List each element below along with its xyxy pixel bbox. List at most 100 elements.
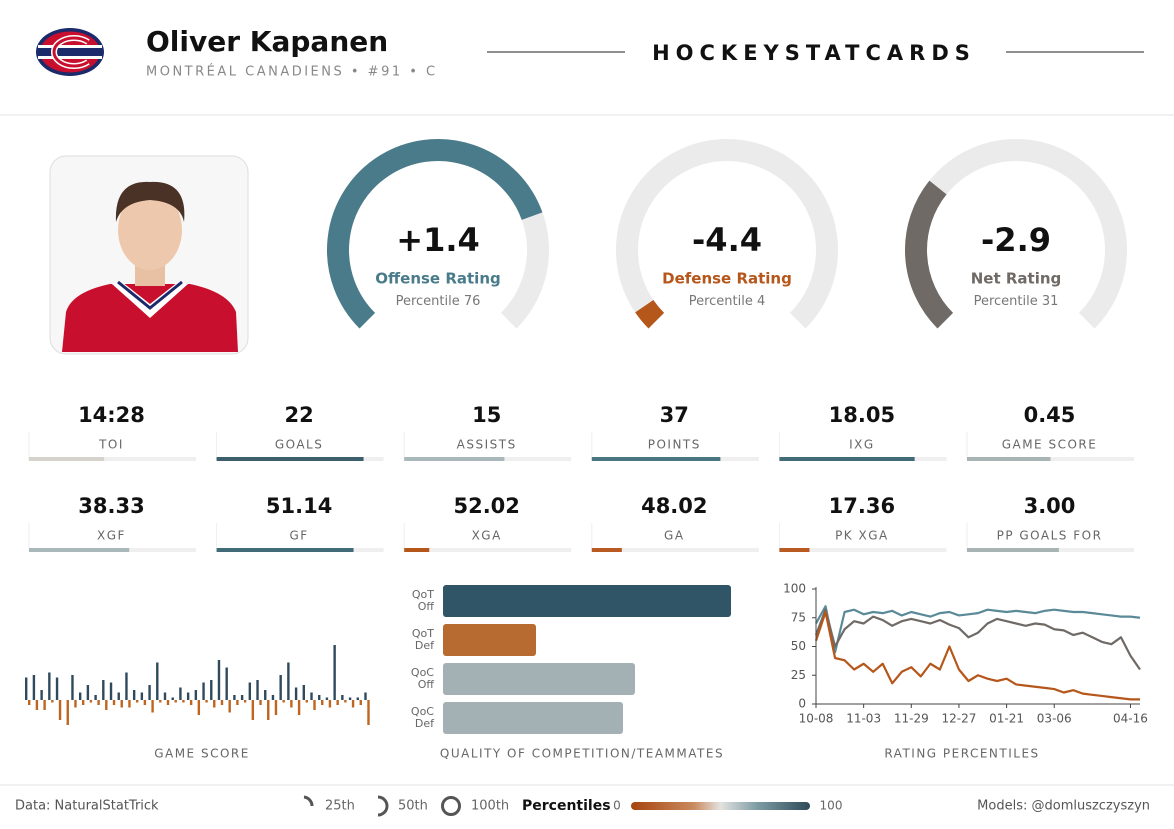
game-score-bar — [102, 680, 105, 700]
quality-label: QoC — [411, 666, 434, 679]
stat-label: IXG — [849, 438, 875, 452]
stat-label: XGA — [472, 529, 502, 543]
stat-value: 22 — [284, 403, 313, 427]
game-score-bar — [248, 682, 252, 700]
stat-label: ASSISTS — [457, 438, 517, 452]
percentile-scale — [631, 802, 810, 810]
game-score-bar — [220, 700, 224, 705]
quality-bar — [443, 663, 635, 695]
game-score-bar — [28, 700, 31, 705]
rating-label: Net Rating — [971, 270, 1062, 288]
x-tick-label: 12-27 — [942, 712, 977, 726]
game-score-bar — [148, 685, 151, 700]
game-score-bar — [210, 680, 213, 700]
game-score-bar — [267, 700, 270, 720]
game-score-bar — [120, 700, 123, 708]
game-score-bar — [333, 645, 336, 700]
stat-label: GAME SCORE — [1002, 438, 1098, 452]
game-score-bar — [174, 700, 177, 703]
quality-bar — [443, 585, 731, 617]
game-score-bar — [228, 700, 231, 713]
game-score-bar — [163, 692, 167, 700]
rating-line — [815, 605, 1141, 654]
credit: Models: @domluszczyszyn — [977, 799, 1150, 814]
legend-icon — [377, 795, 389, 817]
rating-line — [814, 610, 1140, 701]
game-score-bar — [305, 700, 308, 703]
scale-title: Percentiles — [522, 798, 611, 814]
legend-label: 25th — [325, 799, 355, 814]
game-score-bar — [256, 680, 259, 700]
game-score-bar — [264, 690, 267, 700]
game-score-bar — [128, 700, 131, 708]
game-score-bar — [156, 662, 159, 700]
rating-value: -2.9 — [981, 221, 1051, 259]
chart-title: QUALITY OF COMPETITION/TEAMMATES — [440, 747, 724, 761]
quality-label: QoT — [412, 627, 434, 640]
game-score-bar — [367, 700, 370, 725]
game-score-bar — [279, 675, 282, 700]
game-score-bar — [186, 692, 190, 700]
game-score-bar — [233, 695, 236, 700]
game-score-bar — [359, 700, 362, 705]
stat-bar — [779, 548, 810, 552]
legend-icon — [441, 796, 461, 816]
stat-bar — [29, 548, 130, 552]
stat-bar — [591, 457, 721, 461]
game-score-bar — [159, 700, 162, 703]
game-score-bar — [310, 692, 313, 700]
y-tick-label: 75 — [791, 610, 806, 624]
quality-label: Def — [415, 717, 435, 730]
stat-label: POINTS — [648, 438, 701, 452]
game-score-bar — [344, 700, 347, 703]
stat-label: TOI — [98, 438, 124, 452]
stat-label: GOALS — [275, 438, 324, 452]
legend-label: 50th — [398, 799, 428, 814]
game-score-bar — [282, 700, 285, 703]
game-score-bar — [32, 675, 36, 700]
stat-bar — [404, 457, 505, 461]
game-score-bar — [274, 700, 278, 715]
rating-label: Defense Rating — [662, 270, 792, 288]
game-score-bar — [125, 672, 128, 700]
game-score-bar — [135, 700, 139, 703]
stat-bar — [967, 548, 1059, 552]
gauge-arc — [327, 139, 543, 329]
game-score-bar — [348, 697, 352, 700]
percentile-label: Percentile — [396, 294, 460, 309]
quality-bar — [443, 702, 623, 734]
game-score-bar — [66, 700, 69, 725]
game-score-bar — [313, 700, 316, 710]
team-logo — [36, 28, 104, 76]
rating-line — [814, 608, 1141, 671]
stat-value: 14:28 — [78, 403, 145, 427]
stat-bar — [216, 457, 364, 461]
quality-label: Def — [415, 639, 435, 652]
stat-label: GF — [289, 529, 308, 543]
scale-min: 0 — [613, 799, 621, 813]
game-score-bar — [132, 690, 136, 700]
data-source: Data: NaturalStatTrick — [15, 799, 159, 814]
gauge-arc — [905, 180, 954, 329]
stat-bar — [591, 548, 622, 552]
game-score-bar — [197, 700, 201, 715]
y-tick-label: 100 — [783, 582, 806, 596]
game-score-bar — [189, 700, 193, 705]
game-score-bar — [166, 700, 170, 705]
game-score-bar — [302, 685, 305, 700]
game-score-bar — [251, 700, 255, 720]
game-score-bar — [194, 690, 198, 700]
game-score-bar — [294, 687, 298, 700]
game-score-bar — [35, 700, 39, 710]
x-tick-label: 04-16 — [1113, 712, 1148, 726]
percentile-value: 4 — [757, 294, 765, 309]
rating-label: Offense Rating — [375, 270, 500, 288]
gauge-track — [616, 139, 838, 329]
game-score-bar — [356, 697, 359, 700]
game-score-bar — [94, 695, 97, 700]
x-tick-label: 11-29 — [894, 712, 929, 726]
stat-value: 3.00 — [1024, 494, 1076, 518]
quality-label: Off — [418, 678, 435, 691]
game-score-bar — [55, 677, 59, 700]
scale-max: 100 — [820, 799, 843, 813]
